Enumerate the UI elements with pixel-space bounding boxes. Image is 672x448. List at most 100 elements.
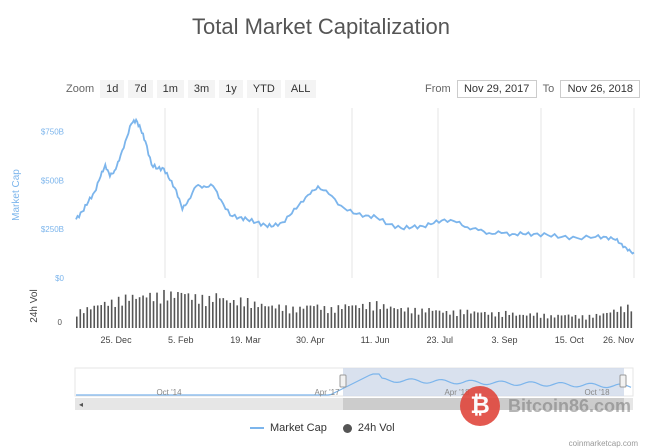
zoom-1y-button[interactable]: 1y [219, 80, 243, 98]
volume-bar [344, 304, 347, 328]
volume-bar [546, 318, 549, 328]
from-date-input[interactable] [456, 80, 537, 98]
volume-bar [236, 305, 239, 328]
zoom-all-button[interactable]: ALL [284, 80, 317, 98]
volume-bar [435, 310, 437, 328]
volume-bar [128, 300, 130, 328]
zoom-1d-button[interactable]: 1d [100, 80, 125, 98]
volume-bar [616, 311, 619, 328]
to-date-input[interactable] [560, 80, 641, 98]
volume-bar [184, 294, 186, 328]
market-cap-chart[interactable]: $0 $250B $500B $750B Market Cap 24h Vol 0 25.… [0, 0, 672, 420]
volume-bar [253, 301, 256, 328]
legend: Market Cap 24h Vol [250, 422, 395, 434]
volume-bar [351, 305, 354, 328]
volume-bar [149, 292, 151, 328]
volume-bar [602, 313, 605, 328]
volume-bar [466, 309, 469, 328]
zoom-label: Zoom [66, 83, 95, 95]
volume-y-axis-label: 24h Vol [29, 289, 40, 322]
legend-market-cap[interactable]: Market Cap [270, 422, 327, 434]
volume-bar [264, 306, 266, 328]
zoom-1m-button[interactable]: 1m [156, 80, 184, 98]
navigator-x-tick-label: Apr '18 [444, 388, 470, 397]
credits: coinmarketcap.com [568, 439, 638, 448]
navigator-x-tick-label: Oct '18 [584, 388, 610, 397]
volume-bar [295, 312, 298, 328]
volume-bar [511, 312, 514, 328]
volume-bar [504, 310, 507, 328]
x-tick-label: 5. Feb [168, 335, 194, 345]
volume-bar [327, 313, 329, 328]
market-cap-y-tick-label: $750B [41, 127, 64, 136]
volume-bar [487, 314, 490, 328]
volume-bar [424, 312, 427, 328]
volume-bar [407, 307, 409, 328]
volume-bar [145, 297, 148, 328]
volume-bar [428, 308, 430, 328]
volume-bar [82, 313, 85, 328]
volume-bar [299, 306, 301, 328]
zoom-ytd-button[interactable]: YTD [246, 80, 281, 98]
volume-bar [372, 310, 375, 328]
volume-bar [334, 312, 336, 328]
volume-bar [218, 298, 221, 328]
legend-24h-vol[interactable]: 24h Vol [357, 422, 395, 434]
volume-bar [96, 305, 99, 328]
volume-bar [491, 312, 493, 328]
navigator-left-handle[interactable] [339, 374, 347, 388]
from-label: From [425, 83, 451, 95]
volume-bar [588, 314, 591, 328]
volume-bar [274, 308, 277, 328]
volume-bar [375, 301, 378, 328]
volume-bar [239, 297, 242, 328]
volume-bar [567, 314, 570, 328]
volume-bar [414, 307, 416, 328]
volume-bar [246, 298, 249, 328]
x-tick-label: 19. Mar [230, 335, 261, 345]
volume-bar [571, 316, 573, 328]
volume-bar [574, 314, 577, 328]
volume-bar [539, 317, 542, 328]
volume-bar [212, 301, 214, 328]
volume-bar [368, 302, 371, 328]
navigator-x-tick-label: Oct '14 [156, 388, 182, 397]
market-cap-y-axis: $0 $250B $500B $750B Market Cap [11, 127, 65, 283]
volume-y-axis: 24h Vol 0 [29, 289, 63, 327]
x-tick-label: 30. Apr [296, 335, 325, 345]
volume-bar [292, 306, 294, 328]
volume-bar [379, 309, 382, 328]
volume-bar [152, 301, 155, 328]
volume-bar [630, 311, 633, 328]
x-axis: 25. Dec 5. Feb 19. Mar 30. Apr 11. Jun 23. Ju… [101, 335, 635, 345]
volume-bar [578, 318, 580, 328]
volume-bar [187, 293, 190, 328]
volume-bar [442, 312, 444, 328]
volume-bar [159, 303, 162, 328]
volume-bar [306, 305, 308, 328]
volume-bar [536, 312, 538, 328]
scroll-left-arrow-icon[interactable]: ◂ [79, 400, 83, 409]
volume-bar [595, 313, 598, 328]
x-tick-label: 3. Sep [492, 335, 518, 345]
volume-bar [323, 306, 326, 328]
volume-bar [267, 306, 270, 328]
volume-bar [79, 309, 82, 328]
volume-bar [281, 310, 284, 328]
volume-bar [449, 314, 451, 328]
volume-bar [142, 295, 144, 328]
x-tick-label: 26. Nov [603, 335, 635, 345]
zoom-3m-button[interactable]: 3m [187, 80, 216, 98]
volume-bar [208, 295, 211, 328]
volume-bar [76, 316, 78, 328]
volume-bar [131, 294, 134, 328]
volume-bar [166, 300, 169, 328]
zoom-7d-button[interactable]: 7d [128, 80, 153, 98]
volume-bar [201, 294, 204, 328]
volume-bar [393, 308, 395, 328]
volume-bar [170, 291, 172, 328]
volume-legend-swatch [342, 423, 352, 433]
navigator-right-handle[interactable] [619, 374, 627, 388]
volume-bar [400, 308, 402, 328]
navigator-x-tick-label: Apr '17 [314, 388, 340, 397]
